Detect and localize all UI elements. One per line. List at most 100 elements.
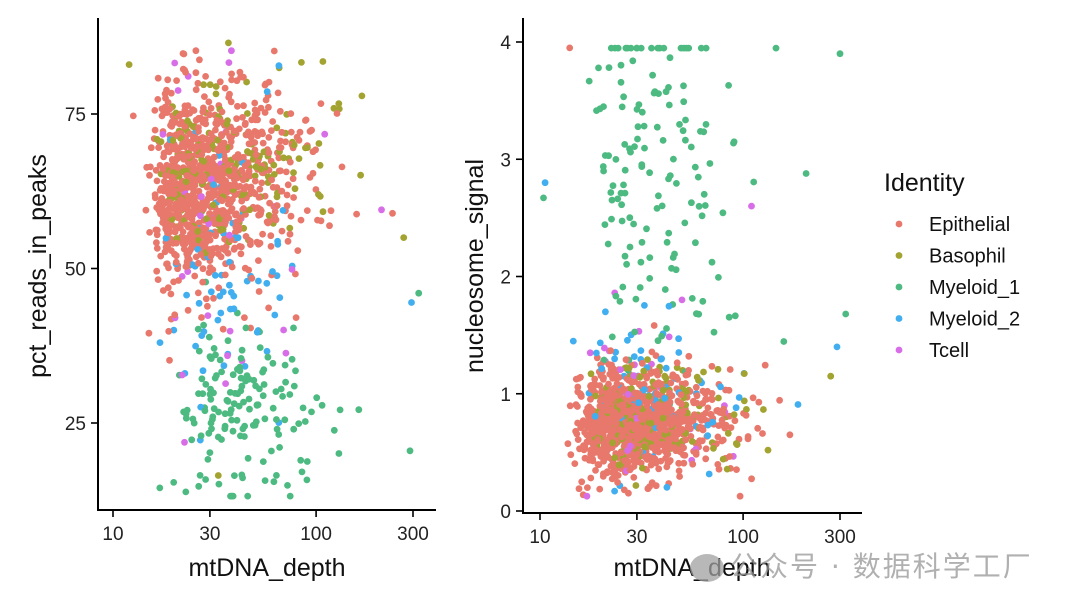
data-point-myeloid_1 [631,143,638,151]
data-point-epithelial [170,190,178,198]
data-point-epithelial [333,110,341,117]
data-point-tcell [678,296,686,304]
data-point-myeloid_1 [303,458,311,465]
data-point-myeloid_1 [595,64,602,72]
data-point-myeloid_1 [629,57,637,65]
data-point-epithelial [591,445,599,453]
data-point-myeloid_1 [244,492,252,500]
data-point-myeloid_1 [646,254,654,261]
data-point-basophil [719,455,727,463]
data-point-myeloid_1 [256,385,263,393]
data-point-epithelial [614,479,621,486]
data-point-epithelial [171,311,179,319]
data-point-epithelial [228,76,236,84]
data-point-myeloid_1 [601,152,609,159]
data-point-basophil [688,438,696,445]
data-point-epithelial [166,356,173,364]
data-point-epithelial [622,458,630,466]
data-point-epithelial [204,302,211,310]
data-point-myeloid_1 [638,161,646,169]
y-tick-label: 1 [500,385,511,406]
data-point-myeloid_2 [630,353,638,360]
data-point-epithelial [625,489,632,497]
data-point-myeloid_1 [680,44,688,52]
data-point-myeloid_2 [704,432,712,440]
data-point-epithelial [659,440,667,448]
data-point-myeloid_1 [725,82,732,89]
right-ticks: 10 30 100 300 0 1 2 3 4 [500,33,855,548]
data-point-epithelial [173,77,181,84]
data-point-basophil [732,440,740,447]
data-point-epithelial [143,163,151,171]
data-point-myeloid_1 [638,108,646,116]
data-point-epithelial [591,375,599,383]
data-point-tcell [171,59,179,67]
data-point-myeloid_1 [646,169,653,177]
data-point-epithelial [212,126,219,134]
data-point-basophil [740,397,748,405]
data-point-epithelial [186,130,194,138]
data-point-myeloid_1 [259,458,267,465]
data-point-epithelial [251,177,259,185]
data-point-myeloid_1 [273,416,280,423]
data-point-myeloid_1 [207,385,214,393]
data-point-basophil [246,206,254,214]
data-point-epithelial [656,424,663,432]
data-point-myeloid_1 [295,420,303,427]
data-point-myeloid_1 [710,328,718,336]
data-point-epithelial [227,138,235,146]
data-point-epithelial [159,287,167,294]
data-point-myeloid_1 [700,128,708,136]
data-point-epithelial [164,99,172,106]
data-point-epithelial [655,448,663,456]
data-point-epithelial [207,104,215,112]
data-point-epithelial [147,144,155,152]
data-point-epithelial [668,444,676,452]
data-point-myeloid_1 [301,418,309,425]
data-point-myeloid_1 [632,295,640,303]
data-point-epithelial [228,263,236,271]
data-point-epithelial [627,464,635,472]
data-point-epithelial [242,131,250,139]
data-point-basophil [291,185,299,193]
data-point-epithelial [600,418,607,425]
data-point-myeloid_1 [621,189,629,197]
data-point-epithelial [283,202,291,210]
data-point-basophil [710,445,717,452]
data-point-myeloid_1 [290,324,297,332]
data-point-basophil [641,443,648,451]
data-point-myeloid_1 [661,286,669,293]
data-point-epithelial [287,128,295,136]
data-point-tcell [205,220,213,228]
data-point-myeloid_1 [654,337,662,345]
data-point-basophil [330,104,338,112]
data-point-epithelial [219,325,227,333]
data-point-myeloid_1 [698,212,706,220]
data-point-myeloid_1 [198,375,206,383]
data-point-epithelial [159,165,167,173]
data-point-epithelial [676,414,683,422]
data-point-epithelial [217,170,225,178]
x-tick-label: 10 [102,524,123,545]
data-point-epithelial [206,246,214,253]
data-point-epithelial [587,395,594,403]
data-point-epithelial [201,93,208,100]
data-point-myeloid_1 [638,238,646,246]
data-point-epithelial [182,205,190,212]
data-point-epithelial [192,135,200,143]
watermark-text: 公众号 · 数据科学工厂 [730,550,1033,583]
data-point-epithelial [292,314,300,321]
data-point-epithelial [195,259,202,267]
data-point-epithelial [165,190,173,198]
data-point-epithelial [575,485,583,493]
data-point-epithelial [185,153,193,160]
data-point-epithelial [206,111,213,119]
y-tick-label: 25 [65,414,86,435]
data-point-myeloid_2 [227,289,235,296]
data-point-epithelial [695,414,702,421]
data-point-basophil [206,81,214,89]
data-point-myeloid_1 [702,44,710,52]
data-point-basophil [723,465,731,473]
data-point-myeloid_1 [210,345,218,352]
data-point-epithelial [289,175,297,183]
